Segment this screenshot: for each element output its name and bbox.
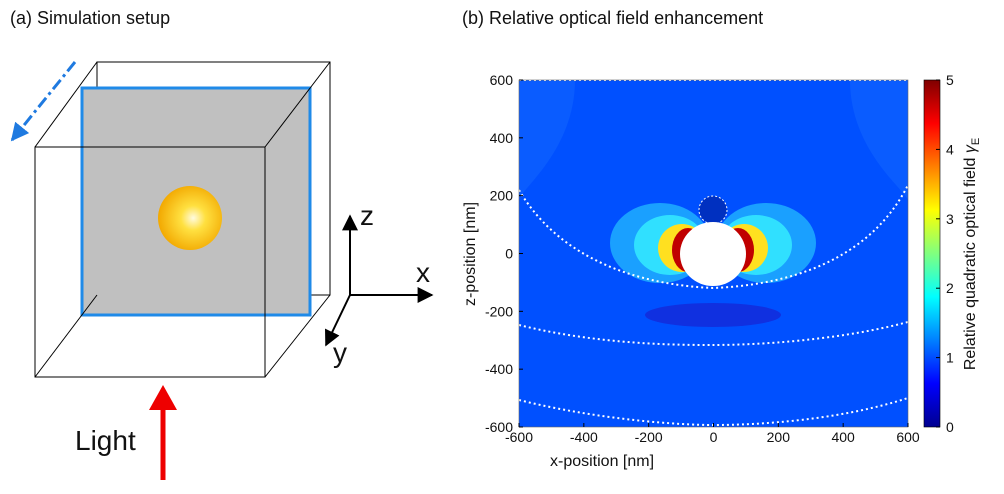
y-tick-label: -400 — [485, 361, 513, 377]
x-tick-label: -600 — [505, 429, 533, 445]
x-tick-label: -200 — [635, 429, 663, 445]
y-tick-label: 0 — [505, 246, 513, 262]
axis-z-label: z — [360, 200, 374, 231]
axis-x-label: x — [416, 257, 430, 288]
colorbar-tick-label: 5 — [946, 72, 954, 88]
colorbar-tick-label: 2 — [946, 280, 954, 296]
x-tick-label: -400 — [570, 429, 598, 445]
colorbar — [923, 79, 941, 428]
sphere — [158, 186, 222, 250]
light-arrowhead — [149, 385, 177, 410]
colorbar-label: Relative quadratic optical field γE — [962, 138, 982, 370]
x-tick-label: 600 — [896, 429, 920, 445]
x-tick-label: 200 — [767, 429, 791, 445]
axis-y-label: y — [333, 337, 347, 368]
colorbar-label-text: Relative quadratic optical field — [962, 158, 979, 371]
field-map — [519, 80, 908, 427]
x-tick-label: 400 — [831, 429, 855, 445]
ticks: -600 -400 -200 0 200 400 600-600-400-200020040… — [485, 72, 954, 445]
cube — [34, 61, 331, 378]
y-tick-label: 600 — [490, 72, 514, 88]
colorbar-tick-label: 3 — [946, 211, 954, 227]
axes-triad — [325, 214, 434, 347]
colorbar-tick-label: 1 — [946, 350, 954, 366]
y-tick-label: 400 — [490, 130, 514, 146]
colorbar-symbol: γ — [962, 144, 979, 153]
x-axis-label: x-position [nm] — [550, 453, 654, 470]
polarization-arrow — [10, 61, 77, 142]
colorbar-tick-label: 0 — [946, 419, 954, 435]
y-tick-label: 200 — [490, 188, 514, 204]
x-tick-label: 0 — [710, 429, 718, 445]
y-axis-label: z-position [nm] — [462, 202, 479, 306]
y-tick-label: -200 — [485, 303, 513, 319]
chart-title: (b) Relative optical field enhancement — [462, 8, 763, 28]
light-label: Light — [75, 425, 136, 456]
panel-a-title: (a) Simulation setup — [10, 8, 170, 28]
colorbar-symbol-sub: E — [970, 138, 982, 145]
y-tick-label: -600 — [485, 419, 513, 435]
colorbar-tick-label: 4 — [946, 141, 954, 157]
